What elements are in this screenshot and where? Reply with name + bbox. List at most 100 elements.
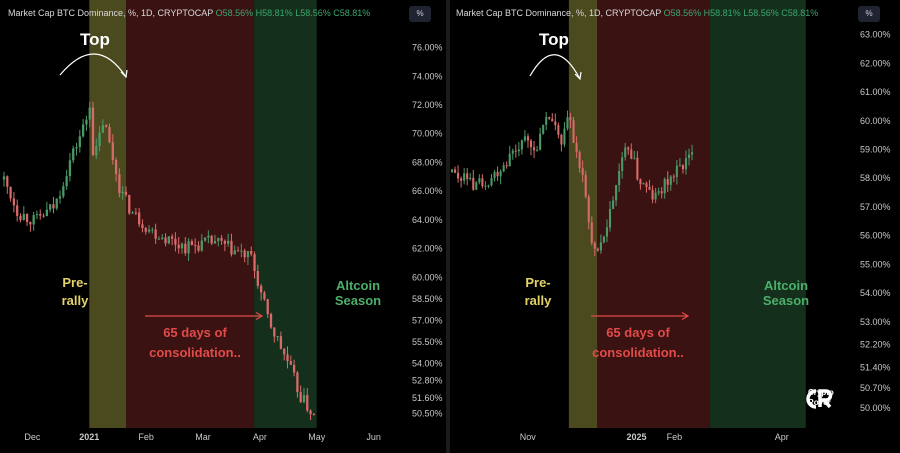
band-prerally xyxy=(568,0,598,428)
candle-body xyxy=(678,165,681,167)
candle-body xyxy=(532,147,536,151)
candle-body xyxy=(55,198,58,209)
annotation-prerally: Pre- xyxy=(525,275,550,290)
y-tick-label: 54.00% xyxy=(412,358,443,368)
candle-body xyxy=(536,149,539,151)
candle-body xyxy=(502,165,505,172)
candle-body xyxy=(210,235,213,244)
y-tick-label: 68.00% xyxy=(412,157,443,167)
candle-body xyxy=(605,227,609,237)
candlestick-chart-left[interactable]: 76.00% 74.00% 72.00% 70.00% 68.00% 66.00% 64.0… xyxy=(0,0,448,453)
candle-body xyxy=(174,238,177,245)
candle-body xyxy=(62,186,65,197)
candle-body xyxy=(684,158,688,170)
candle-body xyxy=(572,120,575,143)
candle-body xyxy=(105,125,108,128)
candle-body xyxy=(484,185,487,187)
candle-body xyxy=(663,179,666,194)
candle-body xyxy=(639,179,642,185)
candle-body xyxy=(170,236,174,239)
candlestick-chart-right[interactable]: 63.00% 62.00% 61.00% 60.00% 59.00% 58.00% 57.0… xyxy=(450,0,900,453)
header-open-value: 58.56% xyxy=(222,8,254,18)
band-altcoin xyxy=(254,0,317,428)
y-tick-label: 55.50% xyxy=(412,337,443,347)
annotation-top: Top xyxy=(80,30,110,49)
candle-body xyxy=(554,121,557,126)
candle-body xyxy=(19,215,22,220)
candle-body xyxy=(213,240,217,244)
candle-body xyxy=(590,222,593,243)
y-tick-label: 60.00% xyxy=(860,116,891,126)
annotation-altcoin: Season xyxy=(763,293,809,308)
candle-body xyxy=(220,237,223,241)
candle-body xyxy=(85,119,88,125)
annotation-altcoin: Altcoin xyxy=(764,278,808,293)
candle-body xyxy=(292,364,296,373)
y-tick-label: 59.00% xyxy=(860,144,891,154)
candle-body xyxy=(618,171,621,186)
annotation-prerally: rally xyxy=(62,293,90,308)
candle-body xyxy=(599,242,602,251)
candle-body xyxy=(118,174,121,194)
x-tick-label: Dec xyxy=(24,432,41,442)
x-tick-label: 2021 xyxy=(79,432,99,442)
candle-body xyxy=(147,229,151,232)
annotation-consolidation: consolidation.. xyxy=(592,345,684,360)
candle-body xyxy=(548,117,551,119)
band-prerally xyxy=(89,0,127,428)
candle-body xyxy=(578,151,581,169)
candle-body xyxy=(490,178,493,186)
candle-body xyxy=(672,176,675,178)
candle-body xyxy=(243,250,246,258)
header-high-label: H xyxy=(703,8,711,18)
candle-body xyxy=(65,176,68,187)
candle-body xyxy=(68,160,72,177)
candle-body xyxy=(256,271,259,286)
candle-body xyxy=(98,132,101,147)
percent-scale-button[interactable]: % xyxy=(409,6,431,22)
annotation-consolidation: 65 days of xyxy=(606,325,670,340)
x-tick-label: Nov xyxy=(520,432,537,442)
x-tick-label: 2025 xyxy=(626,432,646,442)
candle-body xyxy=(207,235,210,238)
y-tick-label: 63.00% xyxy=(860,30,891,40)
x-tick-label: Feb xyxy=(667,432,683,442)
candle-body xyxy=(612,200,615,209)
candle-body xyxy=(22,213,25,220)
x-tick-label: May xyxy=(308,432,326,442)
curved-arrow-icon xyxy=(59,53,127,78)
candle-body xyxy=(134,212,138,214)
candle-body xyxy=(666,179,669,185)
y-tick-label: 64.00% xyxy=(412,215,443,225)
x-tick-label: Feb xyxy=(138,432,154,442)
candle-body xyxy=(190,241,194,246)
arrow-head-icon xyxy=(120,69,128,79)
candle-body xyxy=(460,178,463,181)
header-high-value: 58.81% xyxy=(710,8,741,18)
y-tick-label: 61.00% xyxy=(860,87,891,97)
candle-body xyxy=(312,414,316,416)
candle-body xyxy=(302,395,306,402)
candle-body xyxy=(472,177,475,190)
candle-body xyxy=(523,136,526,141)
candle-body xyxy=(478,178,481,183)
candle-body xyxy=(236,250,240,252)
candle-body xyxy=(164,237,167,244)
candle-body xyxy=(151,229,154,231)
candle-body xyxy=(233,250,236,255)
y-tick-label: 52.80% xyxy=(412,376,443,386)
candle-body xyxy=(608,208,612,228)
percent-scale-button[interactable]: % xyxy=(858,6,880,22)
candle-body xyxy=(29,222,32,225)
header-open-label: O xyxy=(663,8,671,18)
panel-divider[interactable] xyxy=(446,0,451,453)
candle-body xyxy=(514,150,517,152)
candle-body xyxy=(529,140,533,148)
candle-body xyxy=(58,196,62,199)
candle-body xyxy=(615,185,618,201)
candle-body xyxy=(187,241,190,254)
candle-body xyxy=(194,245,197,247)
candle-body xyxy=(542,124,545,134)
header-high-label: H xyxy=(255,8,263,18)
candle-body xyxy=(45,209,48,217)
